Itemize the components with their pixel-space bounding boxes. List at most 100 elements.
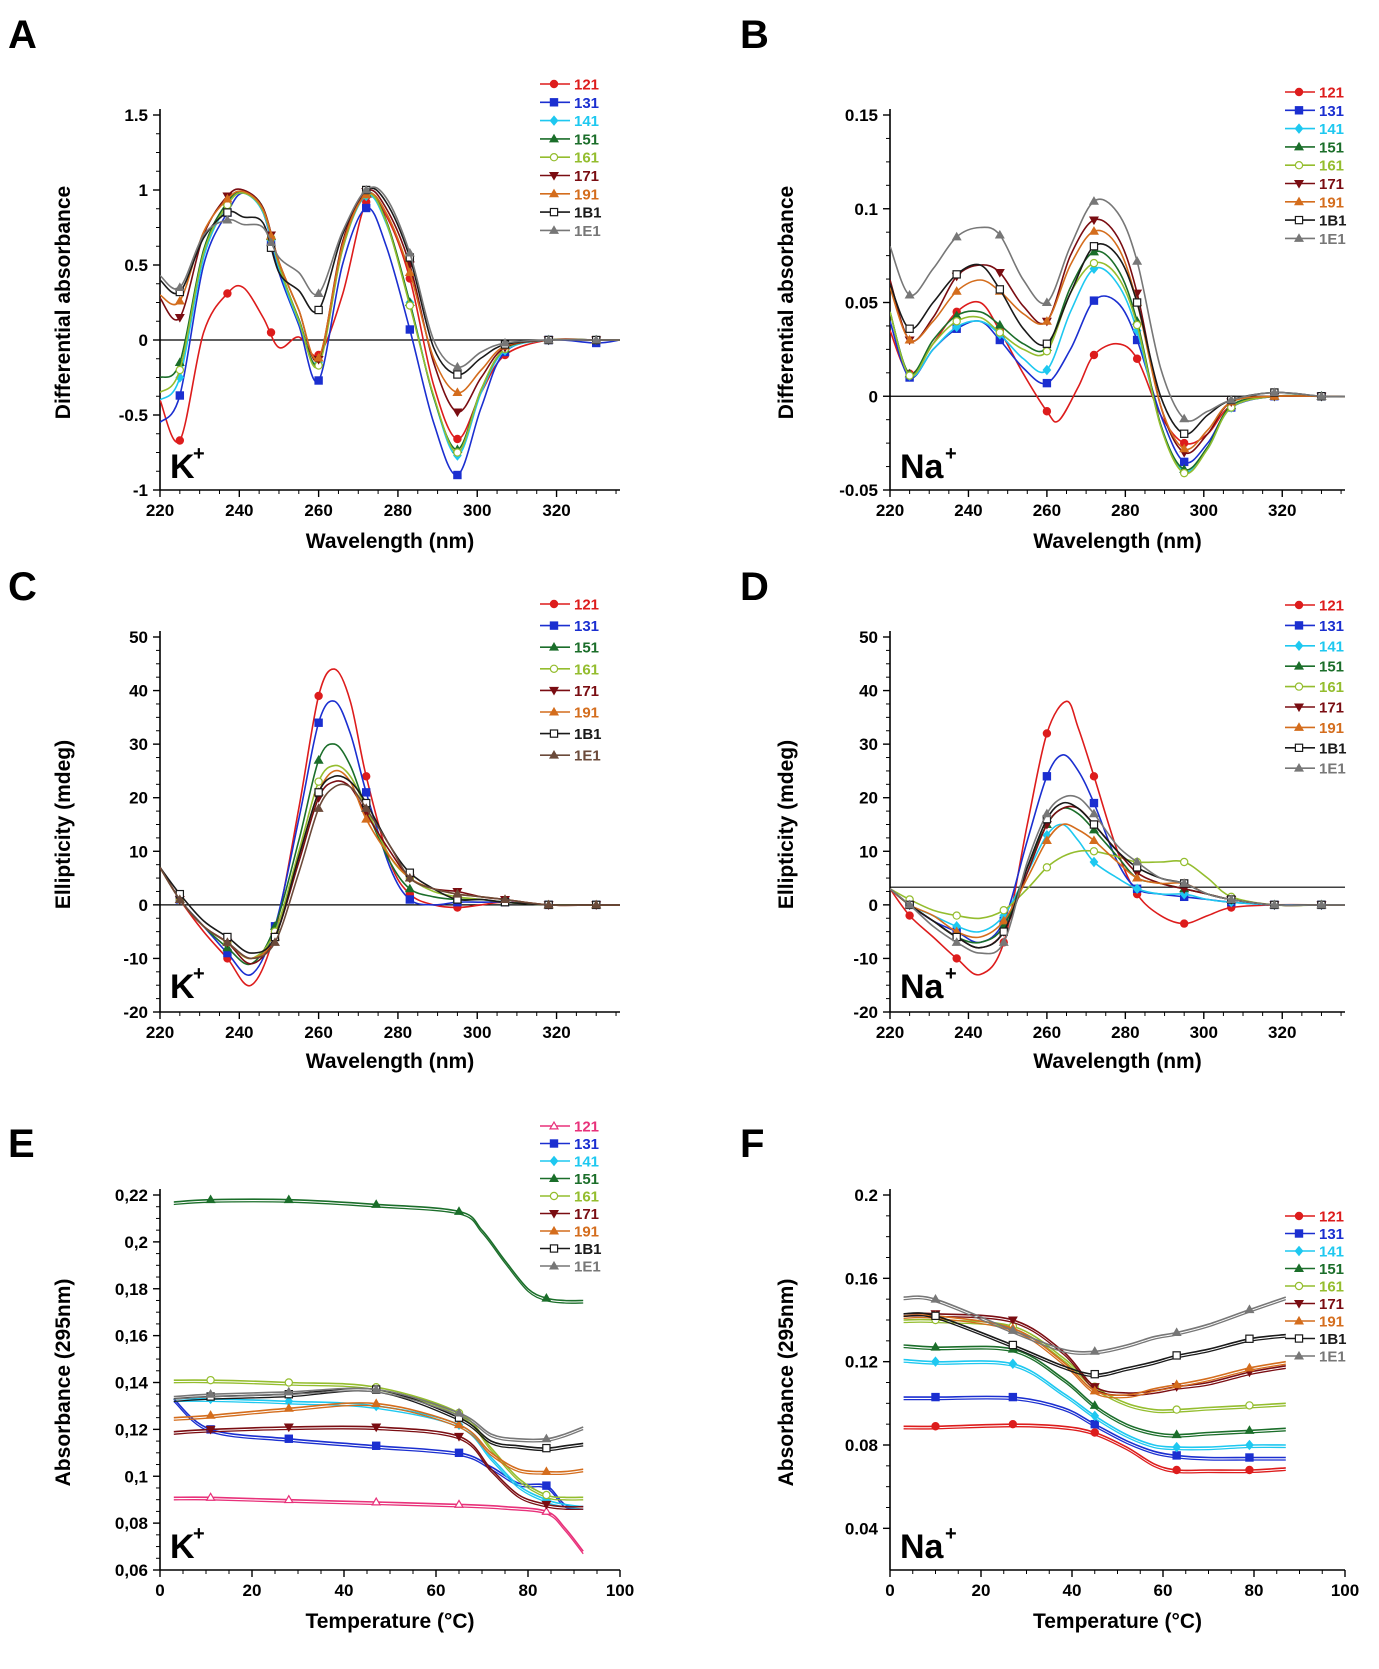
legend-item: 151 [1285,1261,1344,1278]
legend-label: 171 [1319,1296,1344,1313]
y-tick-label: -10 [853,949,878,968]
ion-label: K [170,1528,195,1566]
legend-item: 151 [540,1171,599,1188]
y-axis-title: Ellipticity (mdeg) [775,740,798,909]
data-point [314,691,323,701]
legend-label: 1B1 [1319,740,1347,757]
data-point [453,1419,465,1429]
data-point [1090,1369,1099,1379]
y-tick-label: 0,06 [115,1561,148,1580]
data-point [904,289,915,299]
data-point [371,1199,382,1208]
legend-item: 171 [540,1206,599,1223]
data-point [952,954,961,963]
y-tick-label: 0.04 [845,1519,879,1538]
data-point [1090,1428,1099,1437]
series-line [890,823,1345,939]
data-point [998,915,1009,925]
legend-item: 1E1 [540,748,601,765]
legend-item: 1B1 [1285,740,1347,757]
data-point [404,872,415,882]
y-tick-label: 0 [139,331,148,350]
legend-label: 191 [574,186,599,203]
data-point [1089,258,1099,268]
legend-label: 1B1 [1319,1331,1347,1348]
series-line [890,266,1345,473]
y-tick-label: 0,12 [115,1420,148,1439]
legend-label: 131 [1319,103,1344,120]
legend-marker [1294,1245,1304,1257]
data-point [205,1492,216,1501]
series-line [173,1496,584,1552]
data-point [1007,1316,1018,1326]
series-lines [160,668,620,987]
legend-item: 151 [540,131,599,148]
y-tick-label: 50 [129,628,148,647]
y-tick-label: 0,2 [124,1233,148,1252]
series-lines [890,196,1345,478]
legend-label: 161 [1319,1279,1344,1296]
x-axis-title: Temperature (°C) [1033,1610,1202,1633]
data-point [1089,847,1099,856]
series-line [173,1398,584,1508]
legend-item: 141 [1285,638,1344,655]
x-axis-title: Temperature (°C) [305,1610,474,1633]
data-point [994,319,1005,329]
legend-label: 151 [574,131,599,148]
data-point [206,1375,215,1385]
data-point [1269,387,1280,396]
data-point [930,1341,941,1351]
series-line [173,1425,584,1508]
data-point [1172,1351,1181,1360]
legend-item: 191 [1285,194,1344,211]
legend-marker [548,642,560,651]
series-line [160,190,620,394]
legend-item: 131 [1285,1226,1344,1243]
x-tick-label: 220 [876,501,904,520]
y-tick-label: -10 [123,949,148,968]
x-tick-label: 280 [384,1023,412,1042]
legend-marker [1294,1211,1304,1221]
legend-marker [548,1210,560,1219]
data-point [1088,226,1099,235]
series-line [890,700,1345,976]
legend-label: 1E1 [1319,761,1346,778]
legend-label: 131 [574,1136,599,1153]
data-point [205,1389,216,1398]
data-point [1132,872,1143,882]
data-point [1089,1400,1100,1409]
x-tick-label: 300 [1190,501,1218,520]
data-point [371,1384,382,1394]
legend-item: 131 [540,1136,599,1153]
data-point [1171,1429,1182,1439]
data-point [542,1481,551,1490]
legend-item: 121 [540,1119,599,1136]
data-point [1132,256,1143,265]
series-lines [173,1194,584,1555]
data-point [404,883,415,893]
legend-item: 171 [1285,176,1344,193]
series-line [903,1312,1286,1376]
series-151 [903,1341,1286,1439]
y-tick-label: 40 [129,682,148,701]
x-tick-label: 320 [542,501,570,520]
x-tick-label: 80 [1245,1581,1264,1600]
data-point [1179,878,1190,887]
legend-marker [1294,743,1304,753]
data-point [1316,899,1327,909]
data-point [499,894,511,903]
data-point [1171,1327,1182,1336]
y-tick-label: 1.5 [124,106,148,125]
data-point [1179,429,1189,438]
y-tick-label: -0.5 [119,406,148,425]
data-point [1008,1358,1018,1370]
x-tick-label: 20 [243,1581,262,1600]
series-line-return [903,1361,1286,1451]
data-point [1088,835,1099,845]
x-tick-label: 80 [519,1581,538,1600]
legend-item: 1E1 [540,1259,601,1276]
legend-label: 1E1 [574,748,601,765]
